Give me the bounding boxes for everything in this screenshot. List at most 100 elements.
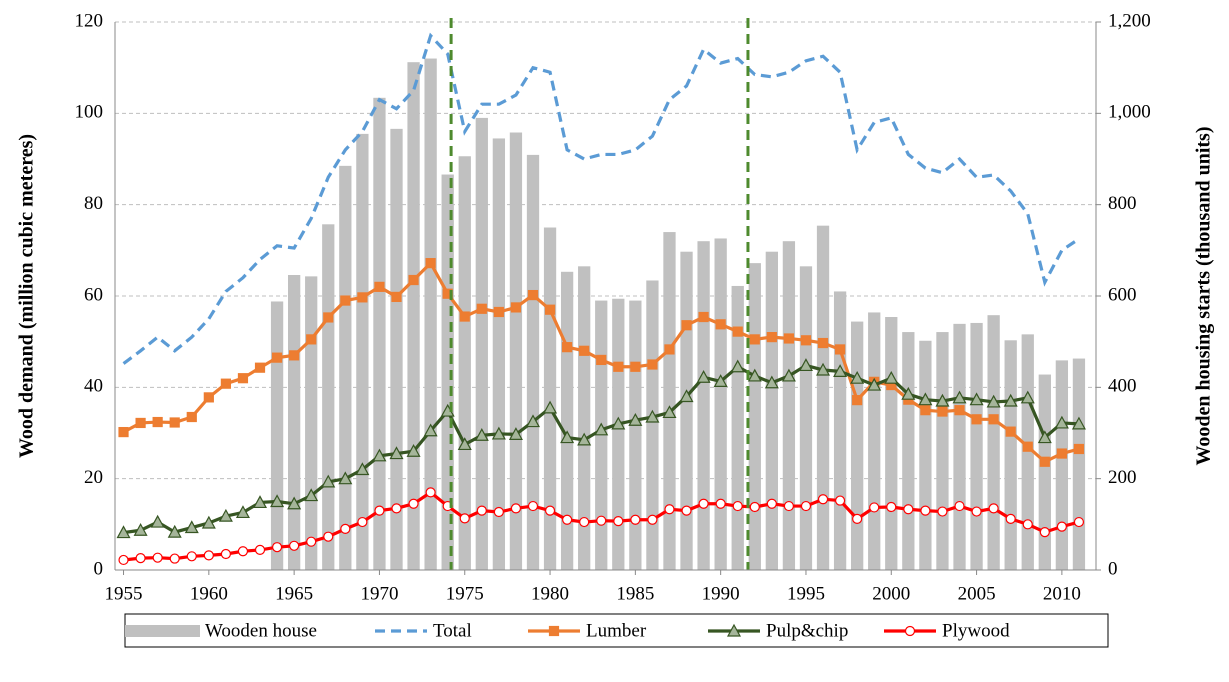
marker (340, 295, 351, 306)
line (122, 32, 1080, 365)
marker (681, 505, 692, 516)
bar (475, 117, 488, 571)
bar (697, 241, 710, 570)
marker (800, 500, 812, 512)
bar (919, 340, 932, 570)
marker (493, 306, 504, 318)
marker (391, 503, 402, 514)
marker (886, 501, 897, 513)
marker (474, 428, 489, 441)
marker (850, 370, 865, 384)
marker (1003, 393, 1018, 407)
marker (1005, 513, 1016, 524)
x-tick-label: 2005 (958, 583, 996, 604)
bar (390, 128, 403, 571)
bar (543, 227, 557, 570)
marker (169, 553, 180, 564)
marker (630, 514, 641, 525)
y2-tick-label: 600 (1108, 284, 1137, 305)
bar (782, 241, 796, 570)
y2-tick-label: 1,200 (1108, 10, 1151, 31)
marker (152, 416, 163, 428)
bar (629, 300, 642, 570)
marker (167, 524, 182, 538)
marker (1022, 441, 1033, 452)
bar (714, 238, 727, 570)
marker (764, 375, 779, 389)
marker (408, 498, 419, 509)
marker (338, 471, 353, 485)
bar (953, 323, 966, 570)
marker (579, 516, 590, 528)
marker (988, 503, 999, 514)
marker (304, 488, 319, 502)
marker (645, 409, 660, 423)
bar (526, 154, 540, 570)
bar (851, 321, 864, 570)
x-tick-label: 1985 (616, 583, 654, 604)
marker (852, 395, 863, 406)
marker (135, 553, 146, 564)
marker (952, 390, 967, 404)
marker (937, 506, 948, 517)
marker (664, 344, 675, 355)
x-tick-label: 1980 (531, 583, 569, 604)
marker (423, 423, 438, 437)
marker (1073, 443, 1085, 455)
marker (203, 392, 214, 403)
marker (579, 345, 590, 356)
marker (543, 400, 558, 414)
bar (765, 251, 778, 570)
marker (408, 274, 419, 286)
marker (781, 368, 796, 382)
y-tick-label: 40 (84, 376, 103, 397)
marker (186, 551, 197, 562)
marker (1020, 390, 1035, 404)
marker (374, 281, 385, 292)
marker (116, 525, 131, 539)
marker (457, 437, 472, 451)
y2-tick-label: 400 (1108, 376, 1137, 397)
bar (287, 274, 301, 570)
bar (970, 322, 983, 570)
marker (374, 505, 385, 516)
marker (237, 373, 249, 384)
marker (544, 505, 556, 516)
marker (817, 337, 829, 349)
x-tick-label: 1965 (275, 583, 313, 604)
marker (1039, 526, 1050, 538)
bar (646, 280, 659, 570)
bar (492, 138, 506, 570)
marker (937, 406, 948, 417)
marker (218, 508, 233, 522)
marker (732, 500, 743, 512)
marker (662, 405, 677, 419)
marker (476, 303, 487, 314)
bar (270, 301, 284, 570)
marker (1037, 430, 1052, 444)
bar (868, 312, 881, 570)
marker (596, 354, 607, 366)
bar (612, 298, 625, 570)
legend-label: Plywood (942, 620, 1010, 641)
marker (833, 364, 848, 377)
bar (1038, 374, 1051, 570)
marker (698, 498, 709, 509)
bar (663, 232, 676, 571)
y2-axis-title: Wooden housing starts (thousand units) (1193, 127, 1215, 466)
x-tick-label: 1960 (190, 583, 228, 604)
marker (1054, 415, 1069, 429)
marker (508, 427, 523, 440)
legend-swatch (125, 625, 200, 637)
bar (305, 276, 318, 570)
marker (306, 334, 317, 345)
marker (287, 496, 302, 510)
y-tick-label: 120 (75, 10, 104, 31)
marker (988, 414, 999, 425)
marker (1005, 426, 1016, 437)
marker (834, 495, 846, 506)
legend-label: Wooden house (205, 620, 317, 641)
x-tick-label: 1995 (787, 583, 825, 604)
bar (1004, 340, 1017, 570)
